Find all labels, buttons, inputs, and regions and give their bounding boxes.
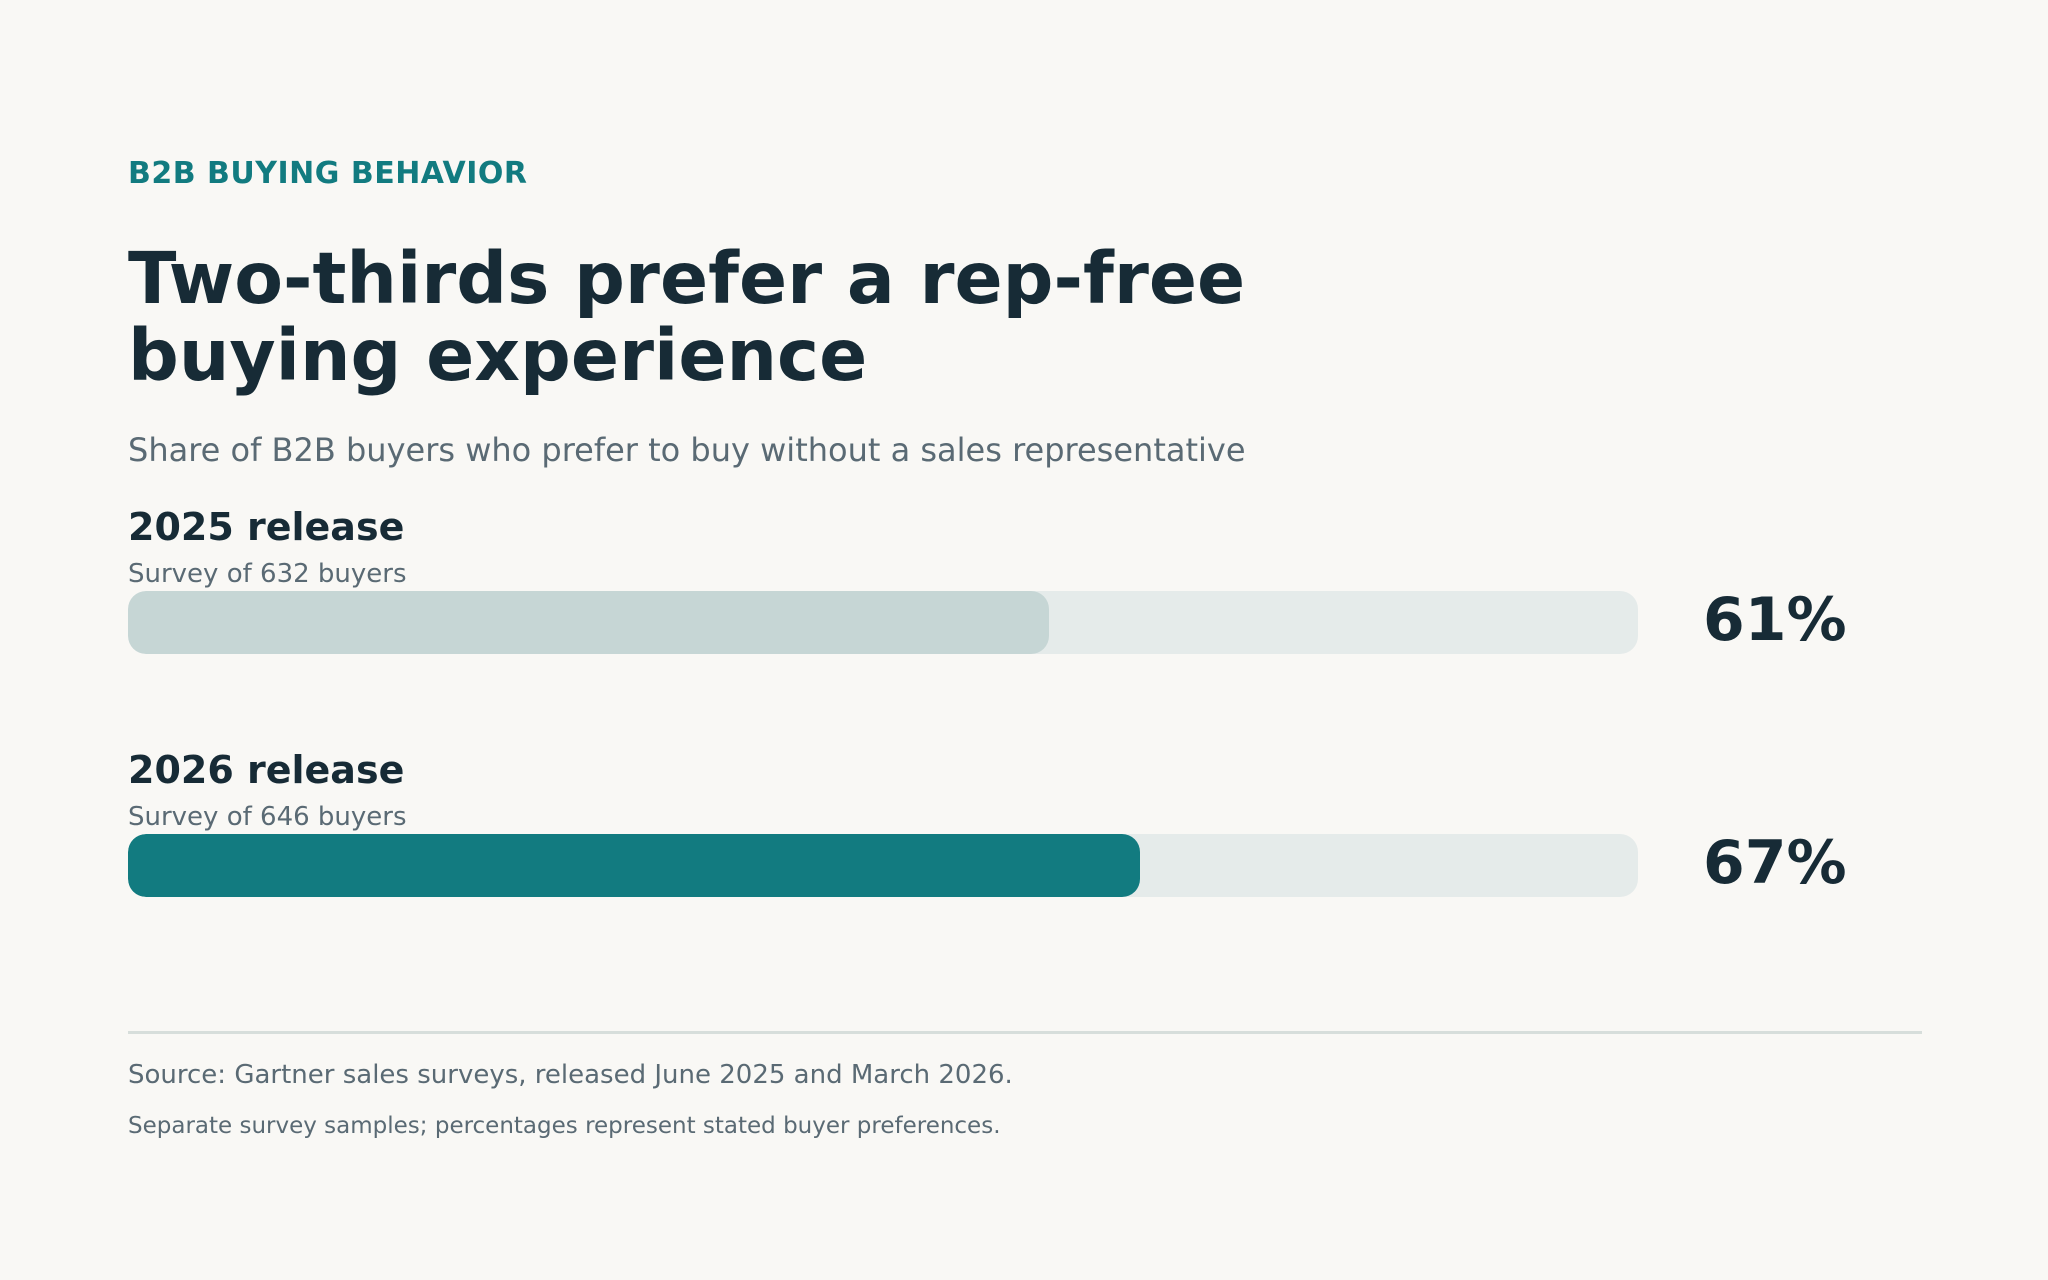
category-note: Survey of 646 buyers xyxy=(128,802,407,832)
footer-divider xyxy=(128,1031,1922,1034)
bar-fill xyxy=(128,591,1050,654)
methodology-note: Separate survey samples; percentages rep… xyxy=(128,1113,1001,1139)
source-note: Source: Gartner sales surveys, released … xyxy=(128,1060,1013,1090)
chart-title: Two-thirds prefer a rep-free buying expe… xyxy=(128,237,1246,397)
bar-row: 2026 release Survey of 646 buyers 67% xyxy=(128,747,1920,907)
value-label: 61% xyxy=(1703,585,1847,655)
value-label: 67% xyxy=(1703,828,1847,898)
chart-subtitle: Share of B2B buyers who prefer to buy wi… xyxy=(128,431,1246,469)
bar-row: 2025 release Survey of 632 buyers 61% xyxy=(128,504,1920,664)
eyebrow-label: B2B BUYING BEHAVIOR xyxy=(128,156,528,191)
bar-track xyxy=(128,591,1638,654)
category-label: 2026 release xyxy=(128,748,405,792)
category-note: Survey of 632 buyers xyxy=(128,559,407,589)
bar-track xyxy=(128,834,1638,897)
bar-fill xyxy=(128,834,1140,897)
chart-card: B2B BUYING BEHAVIOR Two-thirds prefer a … xyxy=(128,0,1922,1280)
category-label: 2025 release xyxy=(128,505,405,549)
